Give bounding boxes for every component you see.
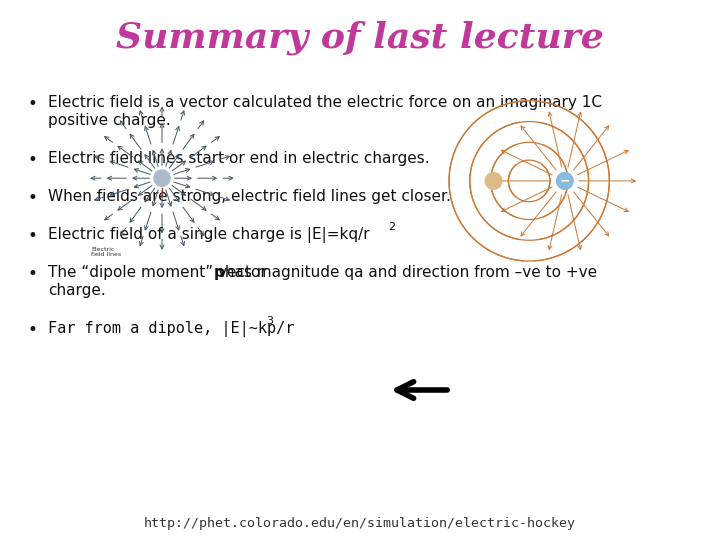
Text: 2: 2 <box>388 222 395 232</box>
Text: •: • <box>28 151 38 169</box>
Text: •: • <box>28 95 38 113</box>
Text: positive charge.: positive charge. <box>48 113 171 128</box>
Text: •: • <box>28 189 38 207</box>
Text: •: • <box>28 321 38 339</box>
Polygon shape <box>485 173 502 189</box>
Text: Electric field is a vector calculated the electric force on an imaginary 1C: Electric field is a vector calculated th… <box>48 95 602 110</box>
Text: Electric field of a single charge is |E|=kq/r: Electric field of a single charge is |E|… <box>48 227 369 243</box>
Text: 3: 3 <box>266 316 273 326</box>
Text: has magnitude qa and direction from –ve to +ve: has magnitude qa and direction from –ve … <box>220 265 598 280</box>
Text: •: • <box>28 265 38 283</box>
Text: p: p <box>214 265 225 280</box>
Text: •: • <box>28 227 38 245</box>
Text: When fields are strong, electric field lines get closer.: When fields are strong, electric field l… <box>48 189 451 204</box>
Text: Summary of last lecture: Summary of last lecture <box>116 21 604 55</box>
Text: The “dipole moment” vector: The “dipole moment” vector <box>48 265 271 280</box>
Polygon shape <box>154 170 170 186</box>
Text: http://phet.colorado.edu/en/simulation/electric-hockey: http://phet.colorado.edu/en/simulation/e… <box>144 516 576 530</box>
Text: −: − <box>559 174 570 187</box>
Text: Far from a dipole, |E|~kp/r: Far from a dipole, |E|~kp/r <box>48 321 294 337</box>
Text: Electric field lines start or end in electric charges.: Electric field lines start or end in ele… <box>48 151 430 166</box>
Polygon shape <box>557 173 573 189</box>
Text: Electric
field lines: Electric field lines <box>91 247 121 258</box>
Text: charge.: charge. <box>48 283 106 298</box>
